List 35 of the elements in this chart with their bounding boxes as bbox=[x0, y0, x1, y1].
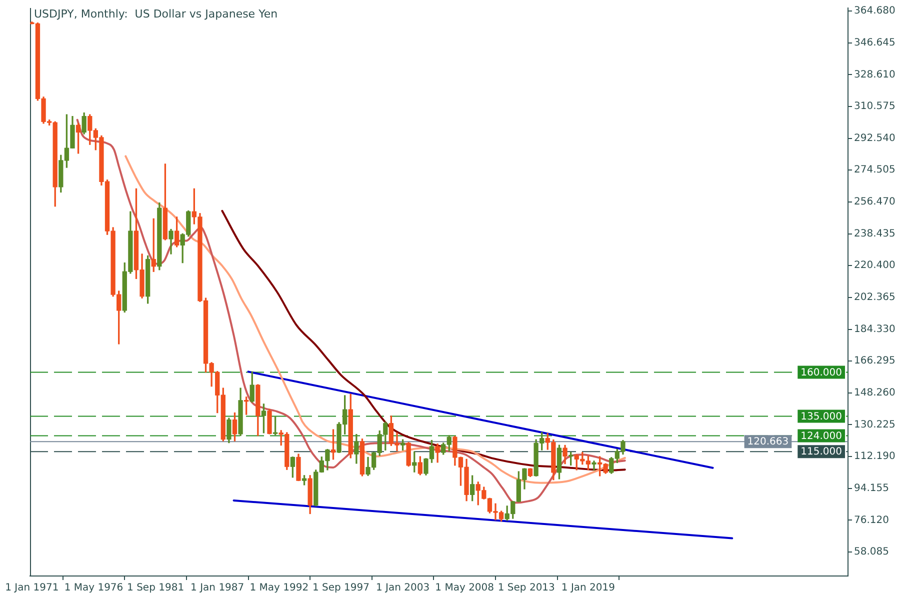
y-tick-label: 94.155 bbox=[854, 482, 889, 494]
y-tick-label: 310.575 bbox=[854, 101, 896, 112]
ref-line-label: 124.000 bbox=[800, 430, 842, 442]
chart-title: USDJPY, Monthly: US Dollar vs Japanese Yen bbox=[34, 7, 278, 20]
x-tick-label: 1 Jan 1987 bbox=[190, 582, 244, 594]
y-tick-label: 274.505 bbox=[854, 164, 896, 176]
x-tick-label: 1 Sep 1997 bbox=[312, 582, 370, 594]
ref-line-label: 160.000 bbox=[800, 367, 842, 378]
x-tick-label: 1 Sep 1981 bbox=[127, 582, 184, 594]
x-tick-label: 1 Jan 2003 bbox=[376, 582, 430, 594]
x-tick-label: 1 Jan 2019 bbox=[561, 582, 616, 594]
y-tick-label: 130.225 bbox=[854, 419, 896, 430]
ref-line-label: 115.000 bbox=[800, 446, 842, 458]
y-tick-label: 112.190 bbox=[854, 451, 896, 462]
ref-line-label: 135.000 bbox=[800, 411, 842, 422]
x-tick-label: 1 May 1992 bbox=[250, 582, 309, 594]
y-tick-label: 346.645 bbox=[854, 37, 896, 48]
y-tick-label: 238.435 bbox=[854, 228, 896, 240]
x-tick-label: 1 Sep 2013 bbox=[498, 582, 555, 594]
y-tick-label: 364.680 bbox=[854, 6, 896, 17]
y-tick-label: 292.540 bbox=[854, 132, 896, 144]
y-tick-label: 220.400 bbox=[854, 260, 896, 272]
x-tick-label: 1 Jan 1971 bbox=[5, 582, 59, 594]
y-tick-label: 166.295 bbox=[854, 356, 896, 367]
y-tick-label: 148.260 bbox=[854, 388, 896, 399]
x-tick-label: 1 May 1976 bbox=[64, 582, 124, 594]
y-tick-label: 328.610 bbox=[854, 69, 896, 80]
y-tick-label: 76.120 bbox=[854, 514, 889, 526]
line-series bbox=[221, 210, 626, 472]
y-tick-label: 184.330 bbox=[854, 324, 896, 335]
ref-line-label: 120.663 bbox=[747, 436, 789, 448]
y-tick-label: 202.365 bbox=[854, 292, 896, 304]
y-tick-label: 58.085 bbox=[854, 546, 889, 558]
y-tick-label: 256.470 bbox=[854, 196, 896, 208]
x-tick-label: 1 May 2008 bbox=[435, 582, 494, 594]
